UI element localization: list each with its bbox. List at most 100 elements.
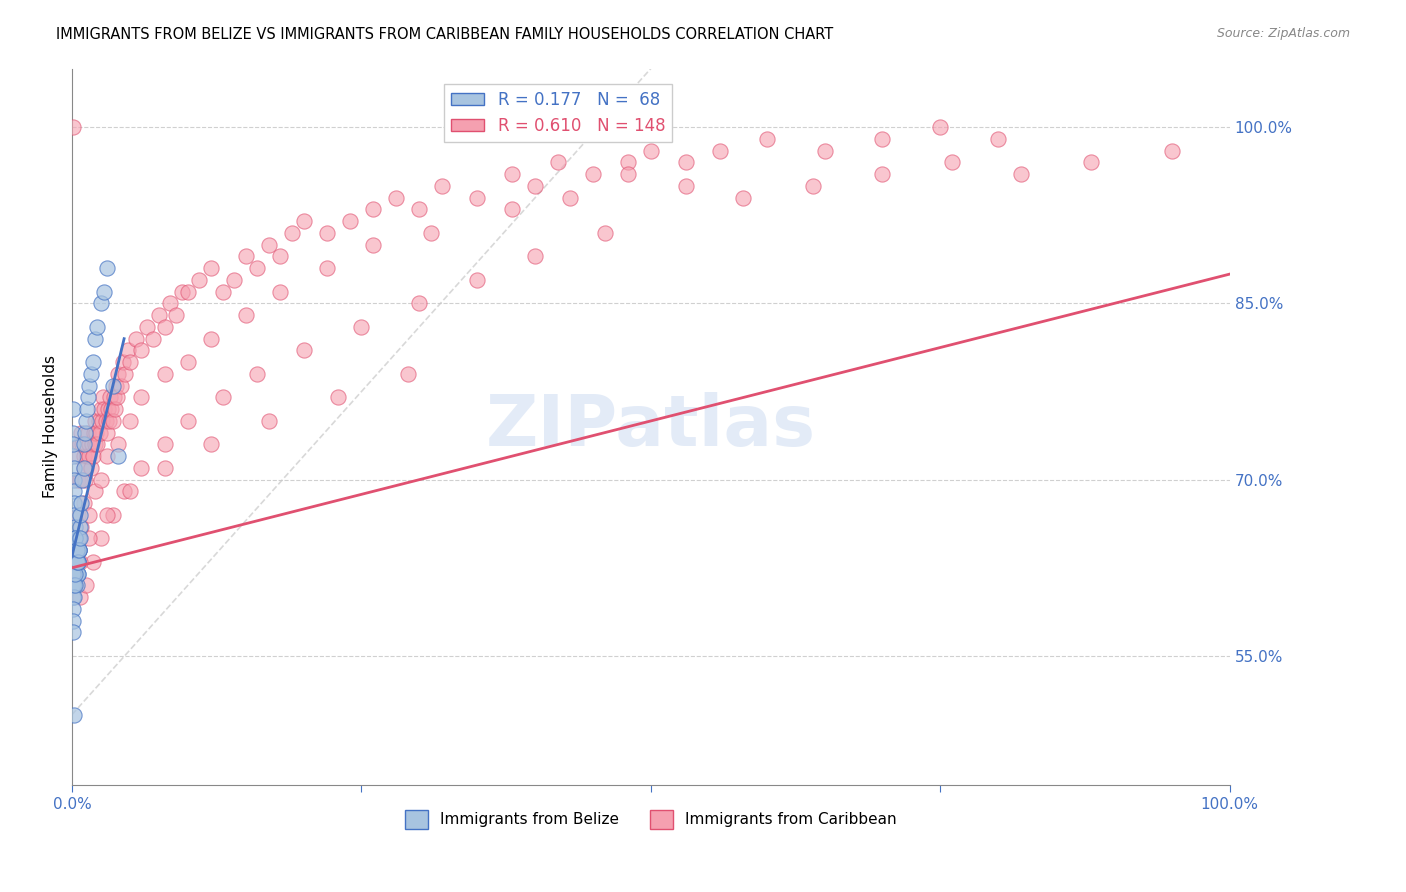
Point (396, 367, 419, 381)
Point (62, 566, 84, 581)
Point (70, 425, 93, 440)
Point (1160, 144, 1182, 158)
Point (675, 155, 697, 169)
Point (79, 508, 101, 522)
Point (385, 191, 408, 205)
Point (100, 402, 122, 417)
Point (117, 343, 139, 358)
Point (87, 414, 110, 428)
Point (69, 532, 91, 546)
Point (111, 355, 134, 369)
Point (104, 402, 127, 417)
Point (75, 578, 97, 592)
Point (83, 425, 105, 440)
Point (582, 167, 605, 181)
Point (269, 250, 291, 264)
Point (75, 437, 97, 451)
Text: ZIPatlas: ZIPatlas (486, 392, 815, 461)
Point (89, 425, 111, 440)
Point (67, 532, 90, 546)
Point (77, 391, 100, 405)
Point (79, 367, 101, 381)
Point (72, 437, 94, 451)
Point (66, 555, 89, 569)
Point (65, 566, 87, 581)
Point (82, 555, 104, 569)
Point (62, 625, 84, 640)
Point (73, 473, 96, 487)
Point (67, 532, 90, 546)
Point (257, 414, 280, 428)
Point (524, 250, 547, 264)
Point (328, 391, 350, 405)
Point (112, 484, 135, 499)
Point (200, 332, 222, 346)
Point (558, 191, 581, 205)
Point (72, 473, 94, 487)
Point (709, 144, 731, 158)
Point (75, 461, 97, 475)
Point (93, 285, 115, 299)
Point (222, 273, 245, 287)
Point (69, 473, 91, 487)
Point (62, 614, 84, 628)
Point (63, 590, 86, 604)
Point (69, 437, 91, 451)
Point (82, 449, 104, 463)
Point (66, 449, 89, 463)
Point (165, 308, 187, 322)
Point (361, 202, 384, 217)
Point (63, 496, 86, 510)
Point (107, 367, 129, 381)
Point (69, 508, 91, 522)
Y-axis label: Family Households: Family Households (44, 355, 58, 499)
Point (66, 508, 89, 522)
Point (86, 425, 108, 440)
Point (153, 367, 176, 381)
Point (65, 532, 87, 546)
Point (281, 226, 304, 240)
Point (86, 320, 108, 334)
Point (98, 391, 121, 405)
Point (72, 449, 94, 463)
Point (755, 132, 778, 146)
Point (235, 250, 257, 264)
Point (872, 167, 894, 181)
Point (94, 414, 117, 428)
Point (105, 391, 128, 405)
Point (66, 555, 89, 569)
Point (73, 425, 96, 440)
Point (80, 437, 103, 451)
Point (350, 320, 373, 334)
Point (105, 378, 128, 392)
Point (91, 414, 114, 428)
Point (93, 402, 115, 417)
Point (67, 543, 90, 558)
Point (66, 566, 89, 581)
Point (79, 378, 101, 392)
Point (177, 414, 200, 428)
Point (616, 155, 638, 169)
Point (65, 543, 87, 558)
Point (70, 496, 93, 510)
Point (170, 285, 193, 299)
Point (465, 191, 488, 205)
Point (640, 144, 662, 158)
Point (76, 402, 98, 417)
Point (118, 414, 141, 428)
Point (153, 437, 176, 451)
Point (118, 484, 141, 499)
Point (62, 437, 84, 451)
Point (90, 473, 112, 487)
Point (82, 355, 104, 369)
Point (153, 461, 176, 475)
Text: IMMIGRANTS FROM BELIZE VS IMMIGRANTS FROM CARIBBEAN FAMILY HOUSEHOLDS CORRELATIO: IMMIGRANTS FROM BELIZE VS IMMIGRANTS FRO… (56, 27, 834, 42)
Point (616, 167, 638, 181)
Point (159, 296, 181, 310)
Point (67, 543, 90, 558)
Point (84, 332, 107, 346)
Legend: Immigrants from Belize, Immigrants from Caribbean: Immigrants from Belize, Immigrants from … (399, 804, 903, 835)
Point (98, 414, 121, 428)
Point (79, 449, 101, 463)
Point (675, 179, 697, 194)
